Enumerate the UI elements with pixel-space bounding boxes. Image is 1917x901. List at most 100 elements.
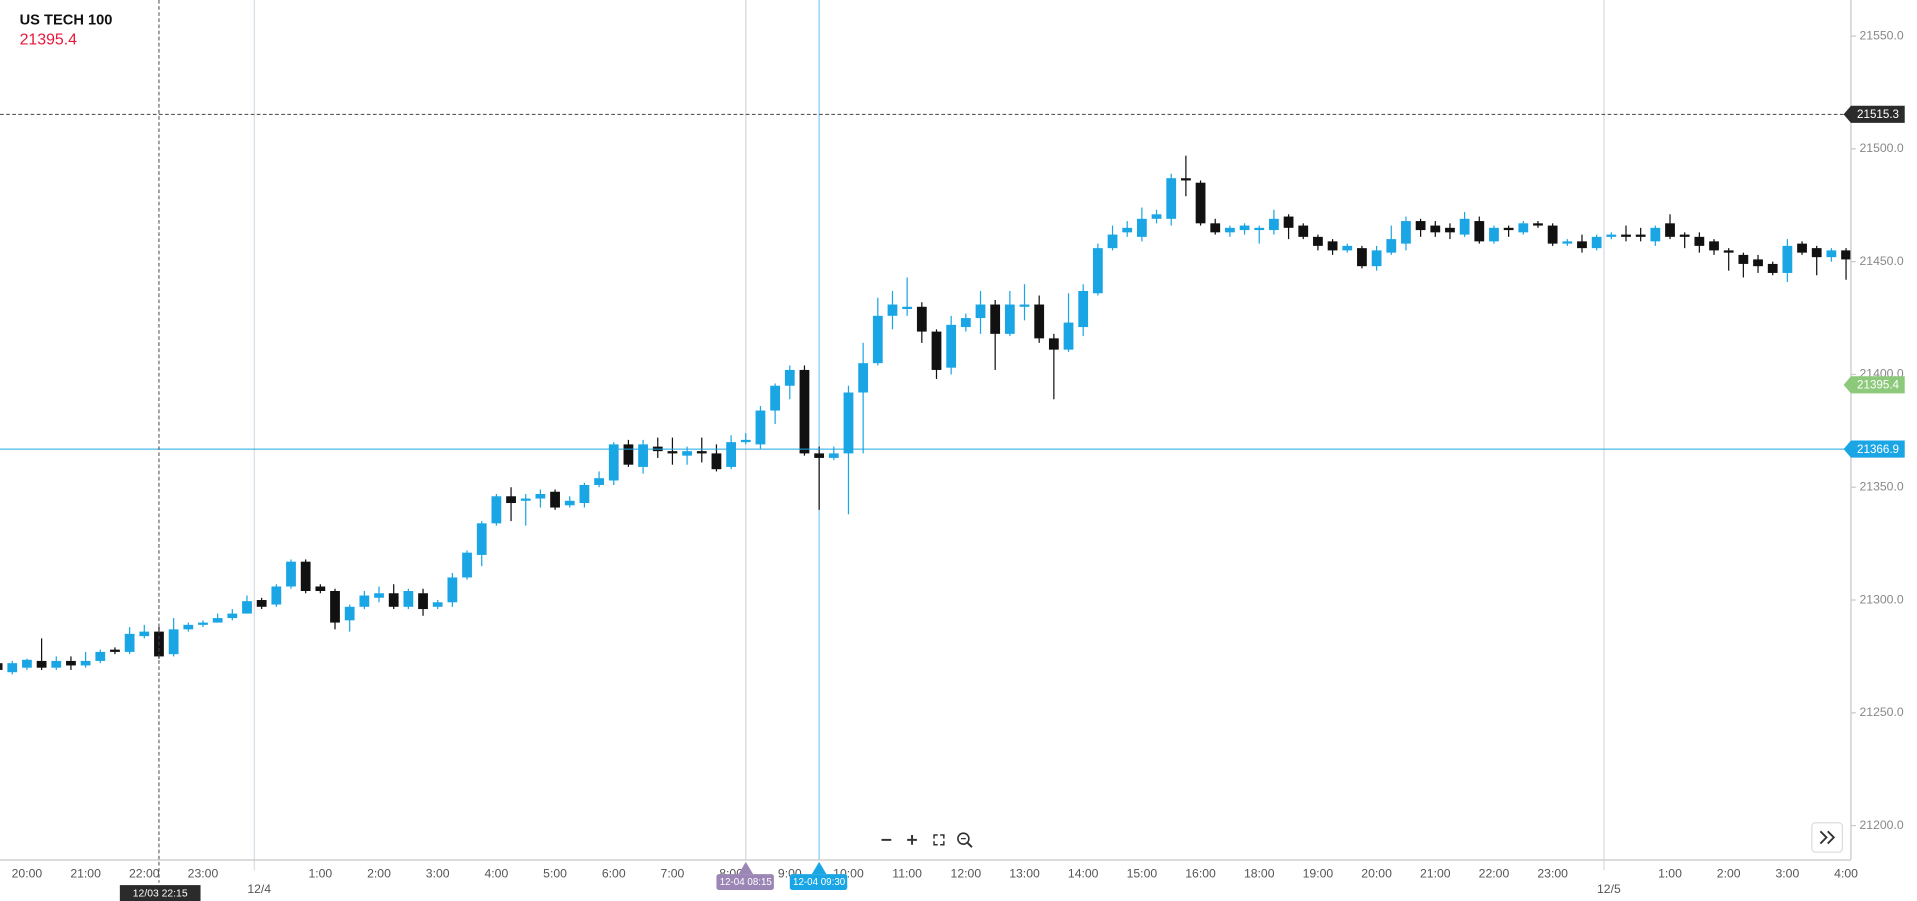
candle-body xyxy=(124,633,135,652)
candle-body xyxy=(1767,263,1778,273)
x-tick-label: 14:00 xyxy=(1068,866,1099,880)
price-tag-label: 21515.3 xyxy=(1857,108,1899,121)
candle-body xyxy=(682,451,692,456)
candle-body xyxy=(1386,239,1397,253)
y-tick-label: 21200.0 xyxy=(1860,818,1904,832)
scroll-to-end-button[interactable] xyxy=(1811,822,1843,853)
candle-body xyxy=(1078,290,1089,328)
candle-body xyxy=(755,410,766,445)
candle-body xyxy=(110,649,120,652)
candle-body xyxy=(1621,234,1631,237)
candle-body xyxy=(931,331,942,370)
instrument-title: US TECH 100 xyxy=(20,13,113,29)
candle-body xyxy=(740,439,751,443)
candle-body xyxy=(535,494,546,499)
candle-body xyxy=(1195,182,1206,224)
candle-body xyxy=(36,660,47,668)
candle-body xyxy=(80,660,91,666)
candle-body xyxy=(667,451,678,454)
candle-body xyxy=(960,318,971,328)
zoom-in-button[interactable] xyxy=(901,830,924,849)
candle-body xyxy=(902,306,913,310)
candle-body xyxy=(1019,304,1030,307)
candle-body xyxy=(1269,218,1279,231)
candle-body xyxy=(872,315,883,364)
candle-body xyxy=(1034,304,1045,339)
candle-body xyxy=(403,591,414,607)
fullscreen-button[interactable] xyxy=(927,830,950,849)
candle-body xyxy=(1753,259,1763,267)
x-tick-label: 20:00 xyxy=(12,866,43,880)
candle-body xyxy=(1562,241,1573,244)
candle-body xyxy=(0,663,3,670)
candle-body xyxy=(623,444,634,465)
x-tick-label: 22:00 xyxy=(1479,866,1510,880)
candle-body xyxy=(1518,223,1529,233)
candle-body xyxy=(51,660,62,668)
overlay-layer: 12/03 22:15 xyxy=(0,0,1851,901)
button-bg xyxy=(927,830,950,849)
candle-body xyxy=(1327,241,1338,251)
candle-body xyxy=(520,498,531,501)
plot-area xyxy=(0,155,1851,675)
event-marker xyxy=(811,861,827,875)
candle-body xyxy=(168,629,179,655)
x-tick-label: 1:00 xyxy=(308,866,332,880)
candle-body xyxy=(1723,250,1734,253)
x-tick-label: 18:00 xyxy=(1244,866,1275,880)
candle-body xyxy=(447,577,458,603)
candle-body xyxy=(344,606,355,621)
x-tick-label: 20:00 xyxy=(1361,866,1392,880)
candle-body xyxy=(1577,241,1587,249)
candle-body xyxy=(1709,241,1719,251)
x-date-label: 12/5 xyxy=(1597,882,1621,896)
x-tick-label: 12:00 xyxy=(951,866,982,880)
x-tick-label: 21:00 xyxy=(1420,866,1451,880)
chevrons-icon xyxy=(1819,830,1836,845)
candle-body xyxy=(95,651,106,661)
candle-body xyxy=(1298,225,1309,237)
candle-body xyxy=(1122,227,1133,233)
candle-body xyxy=(1357,248,1367,267)
candle-body xyxy=(476,523,487,555)
candle-body xyxy=(1635,234,1646,237)
candle-body xyxy=(315,586,326,592)
candle-body xyxy=(1210,223,1221,233)
x-tick-label: 16:00 xyxy=(1185,866,1216,880)
candle-body xyxy=(1415,221,1426,231)
zoom-reset-button[interactable] xyxy=(953,830,976,849)
candle-body xyxy=(359,595,370,607)
candle-body xyxy=(1063,322,1074,350)
candle-body xyxy=(212,618,223,623)
candle-body xyxy=(814,453,825,458)
x-tick-label: 19:00 xyxy=(1303,866,1334,880)
price-tag xyxy=(1843,105,1905,123)
y-tick-label: 21500.0 xyxy=(1860,141,1904,155)
crosshair-time-label: 12/03 22:15 xyxy=(133,888,188,899)
candle-body xyxy=(227,613,238,619)
candle-body xyxy=(506,496,516,504)
candle-body xyxy=(1489,227,1499,242)
y-tick-label: 21450.0 xyxy=(1860,254,1904,268)
candle-body xyxy=(1445,227,1455,233)
x-tick-label: 4:00 xyxy=(1834,866,1858,880)
x-tick-label: 3:00 xyxy=(426,866,450,880)
x-tick-label: 6:00 xyxy=(602,866,626,880)
candle-body xyxy=(1841,250,1851,260)
event-marker xyxy=(738,861,754,875)
candle-body xyxy=(594,478,604,485)
event-marker-label: 12-04 08:15 xyxy=(720,877,773,888)
candle-body xyxy=(696,451,707,454)
zoom-out-button[interactable] xyxy=(875,830,898,849)
candle-body xyxy=(1665,223,1675,237)
event-marker-box xyxy=(716,874,774,890)
candle-body xyxy=(1826,250,1837,258)
candle-body xyxy=(418,593,428,610)
candle-body xyxy=(491,496,502,524)
candle-body xyxy=(139,631,150,637)
candle-body xyxy=(1591,236,1602,249)
candle-body xyxy=(256,600,267,607)
candle-body xyxy=(66,660,76,666)
candle-body xyxy=(770,385,781,411)
